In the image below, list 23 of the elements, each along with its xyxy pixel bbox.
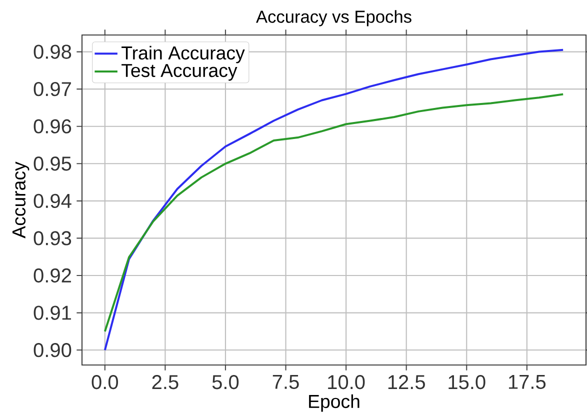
x-tick-label: 15.0 bbox=[448, 375, 486, 390]
y-tick-label: 0.98 bbox=[34, 44, 72, 59]
y-axis-title: Accuracy bbox=[12, 162, 30, 238]
x-tick-label: 0.0 bbox=[92, 375, 118, 390]
legend-label: Train Accuracy bbox=[122, 46, 245, 64]
x-tick-label: 5.0 bbox=[212, 375, 239, 390]
legend-label: Test Accuracy bbox=[122, 64, 238, 81]
y-tick-label: 0.96 bbox=[34, 119, 72, 134]
y-tick-label: 0.94 bbox=[34, 194, 72, 208]
y-tick-label: 0.92 bbox=[34, 268, 71, 283]
x-tick-label: 12.5 bbox=[388, 375, 425, 390]
x-tick-label: 17.5 bbox=[508, 375, 546, 389]
x-tick-label: 7.5 bbox=[272, 375, 299, 389]
x-tick-label: 2.5 bbox=[152, 375, 178, 390]
chart-title: Accuracy vs Epochs bbox=[256, 10, 412, 26]
y-tick-label: 0.95 bbox=[34, 156, 72, 171]
y-tick-label: 0.91 bbox=[34, 306, 71, 320]
x-axis-title: Epoch bbox=[309, 394, 360, 412]
y-tick-label: 0.90 bbox=[34, 343, 72, 358]
line-series bbox=[104, 93, 564, 332]
y-tick-label: 0.97 bbox=[34, 82, 71, 96]
y-tick-label: 0.93 bbox=[34, 231, 72, 246]
x-tick-label: 10.0 bbox=[328, 375, 365, 390]
